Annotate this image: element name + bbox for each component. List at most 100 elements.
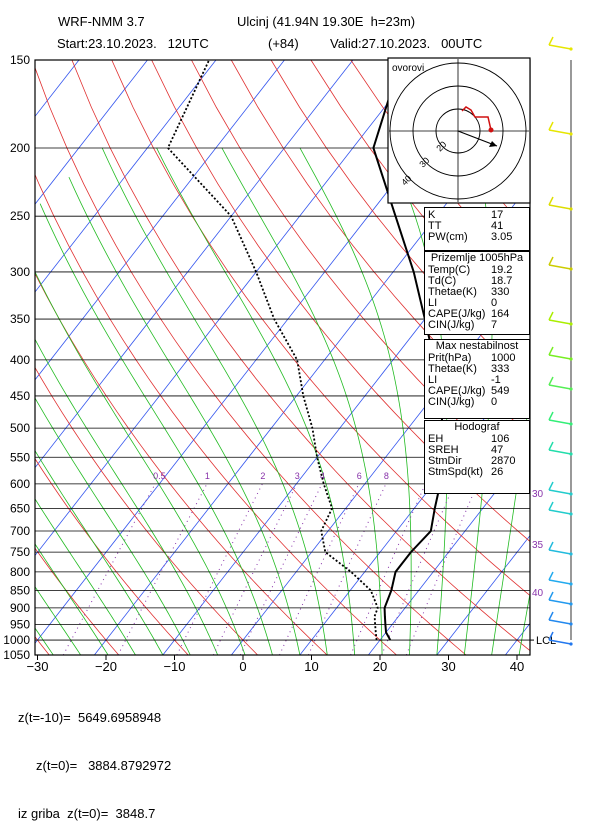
- pressure-tick-label: 150: [10, 53, 30, 67]
- moist-adiabat: [156, 147, 356, 655]
- pressure-tick-label: 650: [10, 501, 30, 515]
- station-title: Ulcinj (41.94N 19.30E h=23m): [237, 14, 416, 29]
- wind-barb: [548, 449, 572, 455]
- surface-value: 0: [491, 297, 498, 309]
- indices-value: 3.05: [491, 231, 513, 243]
- wind-barb-dot: [569, 552, 573, 556]
- wind-barb: [548, 549, 572, 555]
- wind-barb-dot: [569, 582, 573, 586]
- indices-value: 17: [491, 209, 504, 221]
- pressure-tick-label: 600: [10, 477, 30, 491]
- maxunstable-key: CIN(J/kg): [428, 396, 475, 408]
- mixing-ratio-label: 2: [260, 471, 265, 481]
- storm-motion-vector: [457, 130, 498, 147]
- wind-scale-label: 35: [532, 540, 544, 551]
- mixing-ratio-label: 8: [384, 471, 389, 481]
- pressure-tick-label: 750: [10, 545, 30, 559]
- maxunstable-row: LI -1: [425, 375, 529, 386]
- storm-motion-arrow: [489, 141, 497, 147]
- moist-adiabat: [491, 391, 530, 655]
- moist-adiabat: [518, 591, 530, 655]
- surface-row: Temp(C) 19.2: [425, 265, 529, 276]
- height-info: z(t=-10)= 5649.6958948 z(t=0)= 3884.8792…: [18, 678, 171, 838]
- maxunstable-value: 549: [491, 385, 510, 397]
- pressure-tick-label: 950: [10, 617, 30, 631]
- maxunstable-value: 1000: [491, 352, 516, 364]
- moist-adiabat: [35, 449, 164, 655]
- mixing-ratio-label: 3: [295, 471, 300, 481]
- hodograf-value: 47: [491, 444, 504, 456]
- surface-key: Temp(C): [428, 264, 471, 276]
- wind-barb-flag: [548, 196, 554, 206]
- maxunstable-value: 333: [491, 363, 510, 375]
- pressure-tick-label: 1000: [3, 633, 30, 647]
- mixing-ratio-line: [239, 483, 323, 655]
- model-name: WRF-NMM 3.7: [58, 14, 145, 29]
- mixing-ratio-line: [405, 483, 478, 655]
- max-instability-title: Max nestabilnost: [435, 340, 519, 352]
- moist-adiabat: [101, 147, 328, 655]
- wind-barb: [548, 599, 572, 605]
- plot-frame: [34, 59, 531, 656]
- wind-barb-dot: [569, 357, 573, 361]
- maxunstable-value: 0: [491, 396, 498, 408]
- wind-barb-dot: [569, 387, 573, 391]
- mixing-ratio-line: [212, 483, 298, 655]
- hodograf-box: Hodograf EH 106 SREH 47 StmDir 2870 StmSpd(kt)…: [424, 420, 530, 494]
- wind-barb-dot: [569, 322, 573, 326]
- moist-adiabat: [35, 543, 109, 655]
- indices-row: TT 41: [425, 221, 529, 232]
- hodograf-key: StmSpd(kt): [428, 466, 484, 478]
- moist-adiabat: [35, 397, 191, 655]
- wind-barb-dot: [569, 132, 573, 136]
- surface-row: CIN(J/kg) 7: [425, 320, 529, 331]
- hodograf-key: StmDir: [428, 455, 462, 467]
- pressure-tick-label: 850: [10, 583, 30, 597]
- indices-key: PW(cm): [428, 231, 468, 243]
- surface-title: Prizemlje 1005hPa: [430, 252, 524, 264]
- pressure-tick-label: 500: [10, 421, 30, 435]
- wind-barb-dot: [569, 642, 573, 646]
- surface-row: Thetae(K) 330: [425, 287, 529, 298]
- wind-barb-flag: [548, 36, 554, 46]
- wind-scale-label: 40: [532, 588, 544, 599]
- surface-row: LI 0: [425, 298, 529, 309]
- wind-barb: [548, 489, 572, 495]
- indices-key: K: [428, 209, 436, 221]
- temp-tick-label: −20: [95, 659, 117, 674]
- wind-barb: [548, 204, 572, 210]
- z-t-zero-grib: iz griba z(t=0)= 3848.7: [18, 806, 156, 821]
- dry-adiabat: [151, 60, 530, 542]
- mixing-ratio-line: [381, 483, 455, 655]
- maxunstable-value: -1: [491, 374, 501, 386]
- wind-barb: [548, 639, 572, 645]
- mixing-ratio-label: 6: [357, 471, 362, 481]
- pressure-tick-label: 900: [10, 601, 30, 615]
- isotherm-line: [436, 534, 530, 655]
- indices-key: TT: [428, 220, 442, 232]
- wind-barbs: [548, 36, 573, 646]
- surface-key: CAPE(J/kg): [428, 308, 486, 320]
- wind-barb-flag: [548, 591, 554, 601]
- hodograf-row: EH 106: [425, 434, 529, 445]
- wind-barb-dot: [569, 207, 573, 211]
- dry-adiabat: [35, 173, 397, 655]
- z-t-zero: z(t=0)= 3884.8792972: [18, 758, 172, 773]
- maxunstable-row: Thetae(K) 333: [425, 364, 529, 375]
- surface-value: 18.7: [491, 275, 513, 287]
- wind-barb-dot: [569, 492, 573, 496]
- wind-barb-flag: [548, 571, 554, 581]
- wind-barb-dot: [569, 512, 573, 516]
- temp-tick-label: 0: [239, 659, 246, 674]
- wind-barb: [548, 354, 572, 360]
- maxunstable-key: Thetae(K): [428, 363, 477, 375]
- indices-row: K 17: [425, 210, 529, 221]
- dewpoint-profile: [166, 59, 379, 641]
- wind-barb-flag: [548, 411, 554, 421]
- temperature-profile: [372, 59, 444, 641]
- max-instability-box: Max nestabilnost Prit(hPa) 1000 Thetae(K) 3…: [424, 339, 530, 419]
- hodograf-value: 26: [491, 466, 504, 478]
- wind-barb: [548, 384, 572, 390]
- maxunstable-row: Prit(hPa) 1000: [425, 353, 529, 364]
- temp-tick-label: 10: [304, 659, 318, 674]
